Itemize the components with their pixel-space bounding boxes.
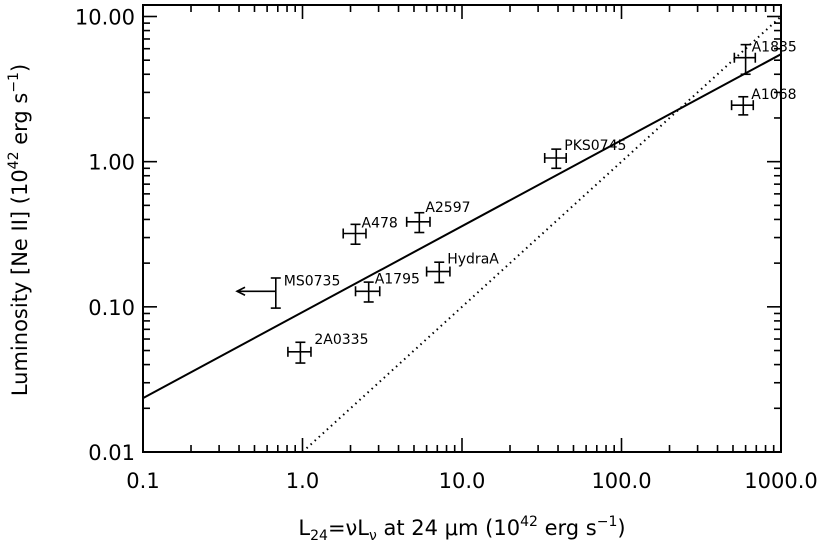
data-point: A1835 [733, 40, 797, 76]
x-axis-title: L24=νLν at 24 μm (1042 erg s−1) [298, 514, 625, 543]
data-point: PKS0745 [543, 138, 626, 170]
y-axis-title: Luminosity [Ne II] (1042 erg s−1) [6, 64, 32, 396]
x-axis-title-unit: erg s [538, 516, 597, 540]
y-axis-title-unit: erg s [8, 93, 32, 152]
fit-line [143, 53, 781, 400]
ticks-layer: 0.1 1.0 10.0 100.0 1000.0 0.01 0.10 1.00 10.00 [75, 5, 818, 493]
point-label: PKS0745 [564, 138, 626, 154]
point-label: A1068 [751, 87, 796, 103]
x-axis-title-close: ) [617, 516, 625, 540]
upper-limit-arrowhead [235, 286, 246, 296]
x-tick-label: 0.1 [126, 469, 159, 493]
y-axis-title-unit-exp: −1 [6, 72, 22, 93]
x-axis-title-unit-exp: −1 [597, 514, 618, 530]
data-point: HydraA [425, 252, 499, 284]
data-point: A1068 [730, 87, 796, 116]
x-axis-title-sub: 24 [310, 528, 328, 543]
data-point: MS0735 [235, 273, 341, 309]
x-tick-label: 1.0 [286, 469, 319, 493]
y-tick-label: 0.10 [88, 296, 135, 320]
point-label: A478 [362, 215, 398, 231]
data-point: A478 [342, 215, 398, 246]
x-tick-label: 100.0 [591, 469, 651, 493]
x-axis-title-sub2: ν [369, 528, 377, 543]
x-axis-title-rest: at 24 μm (10 [377, 516, 520, 540]
x-tick-label: 1000.0 [744, 469, 817, 493]
points-layer: A1835 A1068 PKS0745 A2597 A478 HydraA A1795 MS0… [235, 40, 797, 364]
x-axis-title-expr: =νL [328, 516, 369, 540]
x-axis-title-exp: 42 [520, 514, 538, 530]
x-axis-title-main: L [298, 516, 310, 540]
y-axis-title-exp: 42 [6, 151, 22, 169]
y-tick-label: 10.00 [75, 5, 135, 29]
x-tick-label: 10.0 [439, 469, 486, 493]
y-tick-label: 1.00 [88, 151, 135, 175]
y-axis-title-main: Luminosity [Ne II] (10 [8, 169, 32, 396]
equality-line [301, 15, 781, 452]
point-label: A2597 [425, 200, 470, 216]
data-point: A1795 [354, 271, 420, 303]
point-label: A1835 [752, 40, 797, 56]
data-point: 2A0335 [287, 332, 369, 364]
point-label: HydraA [447, 252, 499, 268]
plot-frame [142, 4, 782, 453]
data-point: A2597 [405, 200, 471, 234]
point-label: 2A0335 [314, 332, 368, 348]
point-label: A1795 [375, 271, 420, 287]
y-axis-title-close: ) [8, 64, 32, 72]
point-label: MS0735 [284, 273, 341, 289]
lines-layer [143, 15, 781, 452]
y-tick-label: 0.01 [88, 441, 135, 465]
